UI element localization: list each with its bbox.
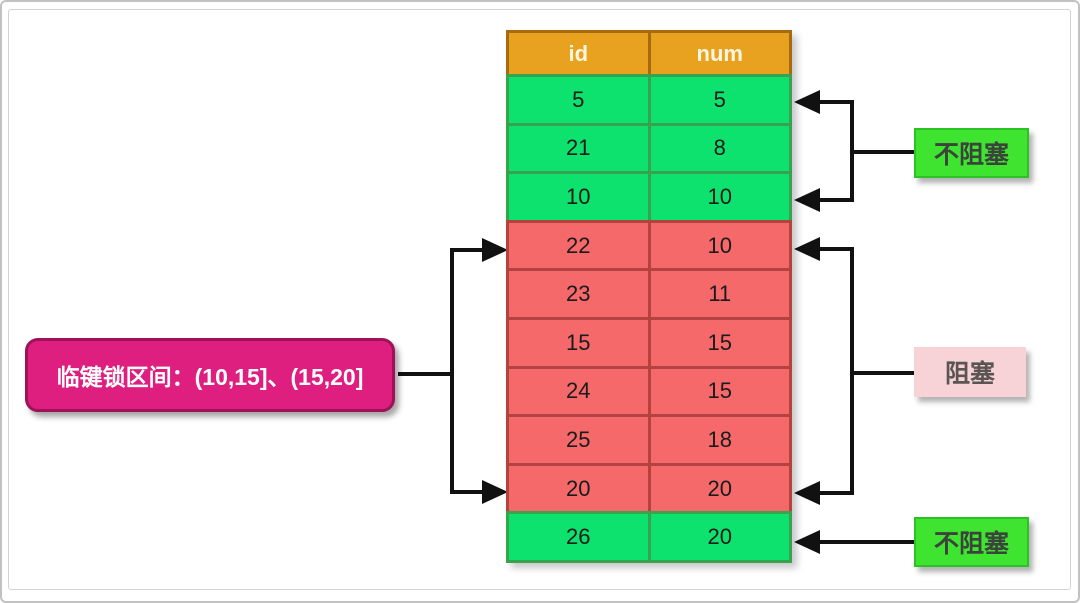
table-cell-id: 22	[506, 219, 651, 272]
blocking-badge: 阻塞	[914, 347, 1026, 397]
table-cell-id: 21	[506, 122, 651, 175]
arrowhead-left-icon	[794, 530, 820, 554]
lock-table-rows: 5 5 21 8 10 10 22 10 23 11 15 15 24 15 25 18 20 20 26 20	[506, 74, 792, 563]
table-cell-id: 20	[506, 462, 651, 515]
arrowhead-left-icon	[794, 188, 820, 212]
table-row: 23 11	[506, 268, 792, 320]
table-cell-id: 10	[506, 171, 651, 223]
table-cell-num: 8	[647, 122, 792, 175]
table-cell-num: 10	[647, 219, 792, 272]
table-row: 15 15	[506, 316, 792, 369]
table-cell-id: 24	[506, 365, 651, 418]
table-cell-num: 20	[647, 462, 792, 515]
arrowhead-left-icon	[794, 90, 820, 114]
table-row: 24 15	[506, 365, 792, 418]
lock-table: id num 5 5 21 8 10 10 22 10 23 11 15 15 24 15 25 18 20 20…	[506, 30, 792, 563]
lock-range-callout: 临键锁区间：(10,15]、(15,20]	[25, 338, 395, 412]
table-row: 20 20	[506, 462, 792, 515]
table-cell-num: 5	[647, 74, 792, 126]
table-cell-id: 5	[506, 74, 651, 126]
table-cell-id: 15	[506, 316, 651, 369]
table-row: 21 8	[506, 122, 792, 175]
table-cell-num: 10	[647, 171, 792, 223]
table-cell-num: 15	[647, 365, 792, 418]
column-header-num: num	[647, 30, 792, 77]
arrowhead-right-icon	[482, 480, 508, 504]
table-row: 26 20	[506, 511, 792, 563]
column-header-id: id	[506, 30, 651, 77]
top-right-arrow-group	[794, 90, 914, 212]
arrowhead-right-icon	[482, 238, 508, 262]
table-cell-id: 26	[506, 511, 651, 563]
arrowhead-left-icon	[794, 237, 820, 261]
table-row: 10 10	[506, 171, 792, 223]
table-header-row: id num	[506, 30, 792, 77]
bottom-right-arrow-group	[794, 530, 914, 554]
middle-right-arrow-group	[794, 237, 914, 505]
table-cell-num: 15	[647, 316, 792, 369]
table-cell-num: 20	[647, 511, 792, 563]
arrowhead-left-icon	[794, 481, 820, 505]
table-row: 25 18	[506, 414, 792, 466]
table-row: 22 10	[506, 219, 792, 272]
left-arrow-group	[398, 238, 508, 504]
non-blocking-badge-top: 不阻塞	[914, 128, 1029, 178]
table-cell-id: 25	[506, 414, 651, 466]
non-blocking-badge-bottom: 不阻塞	[914, 517, 1029, 567]
table-cell-num: 11	[647, 268, 792, 320]
table-cell-id: 23	[506, 268, 651, 320]
table-cell-num: 18	[647, 414, 792, 466]
